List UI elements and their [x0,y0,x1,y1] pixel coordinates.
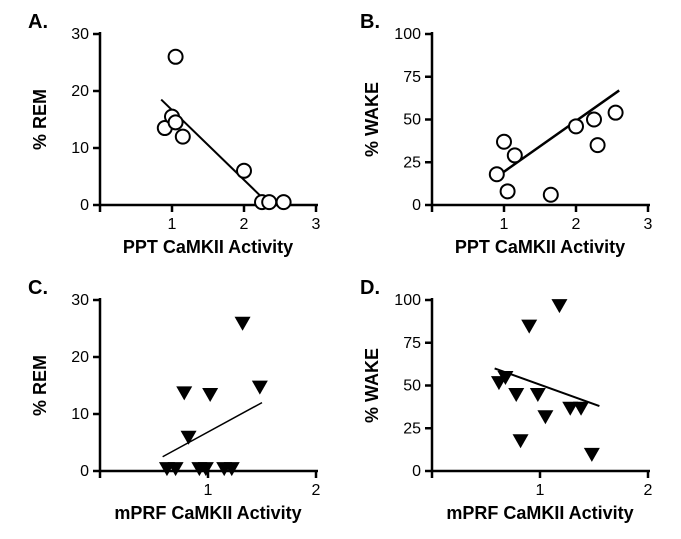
svg-text:20: 20 [71,349,89,366]
panel-a: 1230102030PPT CaMKII Activity% REMA. [28,8,328,263]
y-axis-label: % WAKE [362,82,382,157]
y-axis-label: % REM [30,355,50,416]
svg-text:1: 1 [500,216,509,233]
x-axis-label: mPRF CaMKII Activity [446,503,633,523]
svg-text:0: 0 [412,463,421,480]
svg-text:2: 2 [240,216,249,233]
svg-text:50: 50 [403,112,421,129]
svg-text:2: 2 [644,482,653,499]
svg-text:2: 2 [572,216,581,233]
x-axis-label: PPT CaMKII Activity [455,237,625,257]
svg-text:100: 100 [394,26,421,43]
svg-text:3: 3 [644,216,653,233]
x-axis-label: mPRF CaMKII Activity [114,503,301,523]
svg-text:10: 10 [71,140,89,157]
svg-text:0: 0 [412,197,421,214]
svg-text:100: 100 [394,292,421,309]
svg-text:1: 1 [536,482,545,499]
svg-text:30: 30 [71,26,89,43]
svg-text:2: 2 [312,482,321,499]
figure-container: 1230102030PPT CaMKII Activity% REMA.1230… [0,0,681,539]
svg-text:3: 3 [312,216,321,233]
panel-label: B. [360,11,380,33]
svg-text:1: 1 [204,482,213,499]
svg-text:0: 0 [80,463,89,480]
panel-b: 1 2 3 0 25 50 75 100 PPT CaMKII Activity % WAKE B. [360,8,660,263]
panel-c: 120102030mPRF CaMKII Activity% REMC. [28,274,328,529]
svg-text:75: 75 [403,69,421,86]
svg-text:25: 25 [403,420,421,437]
svg-text:1: 1 [168,216,177,233]
svg-text:50: 50 [403,378,421,395]
panel-label: D. [360,277,380,299]
y-axis-label: % REM [30,89,50,150]
svg-text:30: 30 [71,292,89,309]
y-axis-label: % WAKE [362,348,382,423]
panel-d: 1 2 0 25 50 75 100 mPRF CaMKII Activity % WAKE D. [360,274,660,529]
svg-text:20: 20 [71,83,89,100]
svg-text:10: 10 [71,406,89,423]
panel-label: A. [28,11,48,33]
svg-text:0: 0 [80,197,89,214]
x-axis-label: PPT CaMKII Activity [123,237,293,257]
svg-text:75: 75 [403,335,421,352]
panel-label: C. [28,277,48,299]
svg-text:25: 25 [403,154,421,171]
